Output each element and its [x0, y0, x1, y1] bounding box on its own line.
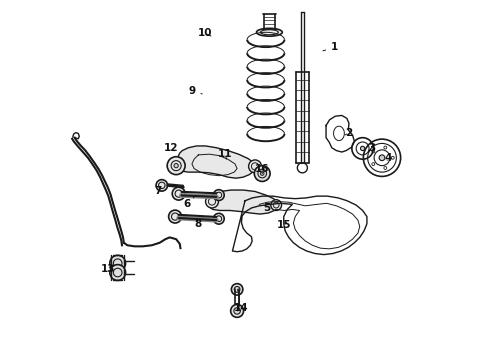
Circle shape: [174, 163, 178, 168]
Text: 1: 1: [323, 42, 338, 52]
Circle shape: [214, 213, 224, 224]
Text: 16: 16: [255, 164, 270, 174]
Circle shape: [361, 146, 365, 150]
Circle shape: [172, 187, 185, 200]
Text: 11: 11: [218, 149, 233, 159]
Ellipse shape: [256, 28, 282, 36]
Circle shape: [254, 166, 270, 181]
Text: 7: 7: [154, 186, 162, 197]
Circle shape: [214, 190, 224, 201]
Circle shape: [231, 305, 244, 318]
Circle shape: [231, 284, 243, 295]
Text: 8: 8: [194, 219, 201, 229]
Polygon shape: [174, 146, 256, 178]
Circle shape: [167, 157, 185, 175]
Text: 15: 15: [276, 220, 291, 230]
Circle shape: [156, 180, 168, 191]
Text: 6: 6: [183, 197, 194, 210]
Circle shape: [205, 195, 219, 208]
Text: 14: 14: [233, 303, 248, 314]
Text: 13: 13: [101, 264, 115, 274]
Text: 2: 2: [345, 128, 353, 138]
Text: 5: 5: [263, 203, 270, 213]
Polygon shape: [209, 190, 278, 214]
Text: 3: 3: [368, 143, 375, 153]
Text: 4: 4: [385, 153, 392, 163]
Circle shape: [379, 155, 385, 161]
Circle shape: [260, 172, 264, 175]
Circle shape: [169, 210, 181, 223]
Text: 9: 9: [188, 86, 202, 96]
Text: 10: 10: [197, 28, 212, 38]
Circle shape: [110, 255, 125, 271]
Circle shape: [248, 160, 262, 173]
Circle shape: [110, 265, 125, 280]
Circle shape: [271, 200, 282, 211]
Text: 12: 12: [164, 143, 179, 153]
